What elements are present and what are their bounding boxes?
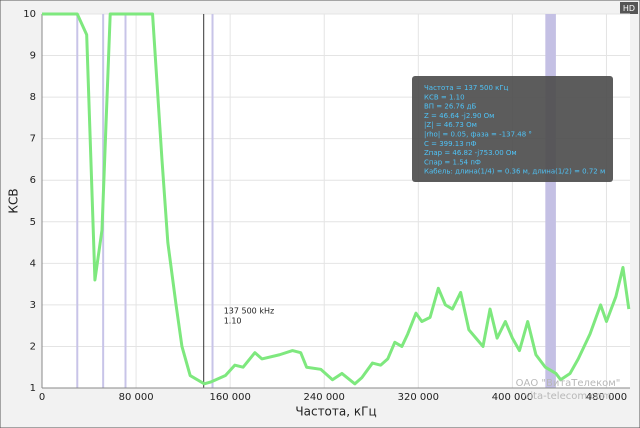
- y-tick-label: 5: [30, 217, 36, 228]
- x-tick-label: 80 000: [119, 392, 154, 403]
- tooltip-line: КСВ = 1.10: [424, 93, 465, 101]
- tooltip-line: Частота = 137 500 кГц: [424, 84, 509, 92]
- plot-area: [42, 14, 630, 388]
- tooltip-line: Спар = 1.54 пФ: [424, 158, 481, 166]
- tooltip-line: Кабель: длина(1/4) = 0.36 м, длина(1/2) …: [424, 168, 605, 176]
- y-tick-label: 9: [30, 51, 36, 62]
- x-tick-label: 480 000: [586, 392, 627, 403]
- y-axis-label: КСВ: [7, 188, 21, 213]
- x-tick-label: 240 000: [304, 392, 345, 403]
- tooltip-line: |Z| = 46.73 Ом: [424, 121, 477, 129]
- watermark: vita-telecom.com: [524, 391, 611, 402]
- y-tick-label: 7: [30, 134, 36, 145]
- y-tick-label: 3: [30, 300, 36, 311]
- tooltip-line: |rho| = 0.05, фаза = -137.48 °: [424, 131, 532, 139]
- tooltip-line: Zпар = 46.82 -j753.00 Ом: [424, 149, 517, 157]
- y-tick-label: 1: [30, 383, 36, 394]
- marker-label: 1.10: [224, 317, 242, 326]
- y-tick-label: 10: [23, 9, 36, 20]
- x-tick-label: 0: [39, 392, 45, 403]
- y-tick-label: 8: [30, 92, 36, 103]
- tooltip-box: [412, 76, 613, 182]
- tooltip-line: ВП = 26.76 дБ: [424, 103, 476, 111]
- series-line: [42, 12, 631, 386]
- tooltip-line: C = 399.13 пФ: [424, 140, 477, 148]
- marker-label: 137 500 kHz: [224, 307, 274, 316]
- x-axis-label: Частота, кГц: [295, 405, 376, 419]
- tooltip-line: Z = 46.64 -j2.90 Ом: [424, 112, 494, 120]
- badge-bg: [620, 2, 638, 14]
- x-tick-label: 160 000: [209, 392, 250, 403]
- y-tick-label: 6: [30, 175, 36, 186]
- y-tick-label: 2: [30, 341, 36, 352]
- x-tick-label: 320 000: [398, 392, 439, 403]
- badge: HD: [623, 4, 635, 13]
- watermark: ОАО "ВитаТелеком": [516, 378, 621, 389]
- x-tick-label: 400 000: [492, 392, 533, 403]
- band: [545, 14, 556, 388]
- y-tick-label: 4: [30, 258, 36, 269]
